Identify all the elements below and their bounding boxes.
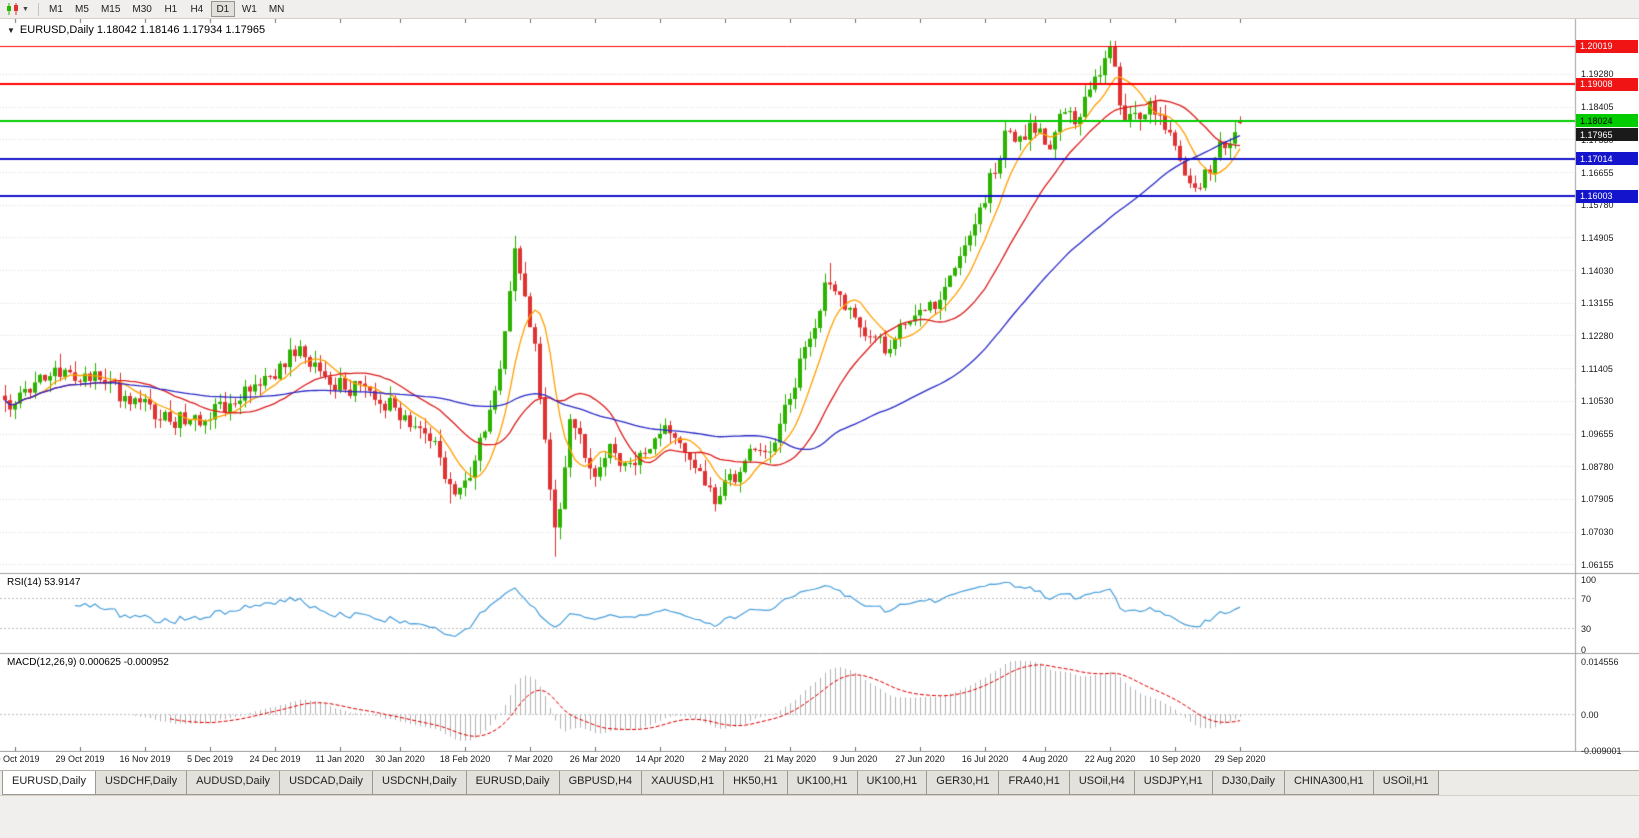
timeframe-button-mn[interactable]: MN [268,3,285,15]
timeframe-button-d1[interactable]: D1 [210,1,235,17]
price-level-box: 1.17014 [1576,152,1638,166]
chart-tab-usdcad-daily[interactable]: USDCAD,Daily [279,771,374,795]
date-axis-label: 27 Jun 2020 [895,754,945,764]
status-bar [0,795,1639,838]
date-axis-label: 26 Mar 2020 [569,754,621,764]
chart-tab-hk50-h1[interactable]: HK50,H1 [723,771,788,795]
chart-tab-usoil-h1[interactable]: USOil,H1 [1372,771,1439,795]
date-axis-label: 5 Dec 2019 [186,754,234,764]
chart-tab-xauusd-h1[interactable]: XAUUSD,H1 [641,771,725,795]
price-axis-label: 1.07905 [1581,494,1614,505]
date-axis-label: 16 Jul 2020 [961,754,1009,764]
date-axis-label: 24 Dec 2019 [249,754,301,764]
price-axis-label: 1.11405 [1581,363,1613,374]
date-axis-label: 10 Oct 2019 [0,754,40,764]
date-axis-label: 7 Mar 2020 [507,754,553,764]
macd-axis-label: 0.00 [1581,710,1599,721]
price-axis-label: 1.06155 [1581,559,1614,570]
date-axis-label: 18 Feb 2020 [439,754,491,764]
chart-tab-usoil-h4[interactable]: USOil,H4 [1068,771,1135,795]
price-axis-label: 1.14030 [1581,265,1614,276]
timeframe-button-m30[interactable]: M30 [132,3,152,15]
price-axis-label: 1.19280 [1581,69,1614,80]
date-axis-label: 29 Oct 2019 [55,754,105,764]
timeframe-toolbar: ▼ M1 M5 M15 M30 H1 H4 D1 W1 MN [0,0,1639,19]
price-axis-label: 1.09655 [1581,429,1614,440]
dropdown-triangle-icon[interactable]: ▼ [7,25,15,35]
price-axis-label: 1.16655 [1581,167,1614,178]
price-level-box: 1.16003 [1576,189,1638,203]
date-axis-label: 30 Jan 2020 [375,754,425,764]
chart-type-icon[interactable] [4,2,22,16]
chart-tab-gbpusd-h4[interactable]: GBPUSD,H4 [558,771,643,795]
chart-tab-usdcnh-daily[interactable]: USDCNH,Daily [372,771,467,795]
chart-tab-fra40-h1[interactable]: FRA40,H1 [998,771,1070,795]
date-axis-label: 11 Jan 2020 [315,754,365,764]
timeframe-button-h4[interactable]: H4 [190,3,204,15]
toolbar-separator [37,2,39,16]
date-axis-label: 16 Nov 2019 [119,754,171,764]
macd-indicator-label: MACD(12,26,9) 0.000625 -0.000952 [7,657,169,668]
price-level-box: 1.19008 [1576,77,1638,91]
date-axis-label: 14 Apr 2020 [635,754,685,764]
price-level-box: 1.20019 [1576,39,1638,53]
chevron-down-icon[interactable]: ▼ [22,5,29,13]
price-axis-label: 1.10530 [1581,396,1614,407]
date-axis-label: 29 Sep 2020 [1214,754,1266,764]
chart-tab-dj30-daily[interactable]: DJ30,Daily [1211,771,1285,795]
price-axis-label: 1.08780 [1581,461,1614,472]
chart-tab-uk100-h1[interactable]: UK100,H1 [786,771,858,795]
chart-tab-china300-h1[interactable]: CHINA300,H1 [1283,771,1374,795]
chart-info: ▼ EURUSD,Daily 1.18042 1.18146 1.17934 1… [7,24,265,36]
macd-axis-label: 0.014556 [1581,657,1619,667]
timeframe-button-w1[interactable]: W1 [241,3,257,15]
chart-tab-ger30-h1[interactable]: GER30,H1 [926,771,1000,795]
chart-tab-audusd-daily[interactable]: AUDUSD,Daily [186,771,281,795]
price-axis-label: 1.07030 [1581,527,1614,538]
date-axis-label: 2 May 2020 [701,754,749,764]
macd-axis-label: -0.009001 [1581,746,1622,756]
price-axis-label: 1.18405 [1581,102,1614,113]
chart-tab-eurusd-daily[interactable]: EURUSD,Daily [465,771,560,795]
price-axis-label: 1.15780 [1581,200,1614,211]
chart-title-ohlc: EURUSD,Daily 1.18042 1.18146 1.17934 1.1… [19,24,266,36]
rsi-axis-label: 0 [1581,645,1587,655]
price-axis-label: 1.12280 [1581,330,1614,341]
date-axis-label: 21 May 2020 [763,754,817,764]
chart-tab-uk100-h1[interactable]: UK100,H1 [856,771,928,795]
rsi-indicator-label: RSI(14) 53.9147 [7,577,81,588]
timeframe-button-m15[interactable]: M15 [100,3,121,15]
date-axis-label: 10 Sep 2020 [1149,754,1201,764]
rsi-axis-label: 70 [1581,594,1592,605]
rsi-axis-label: 30 [1581,623,1592,634]
price-level-box: 1.17965 [1576,128,1638,142]
price-level-box: 1.18024 [1576,114,1638,128]
date-axis-label: 4 Aug 2020 [1022,754,1068,764]
timeframe-button-h1[interactable]: H1 [164,3,178,15]
chart-tabs-bar: EURUSD,Daily USDCHF,Daily AUDUSD,Daily USDC… [0,770,1639,795]
date-axis-label: 22 Aug 2020 [1084,754,1136,764]
chart-tab-usdchf-daily[interactable]: USDCHF,Daily [94,771,188,795]
price-axis-label: 1.13155 [1581,298,1614,309]
rsi-axis-label: 100 [1581,575,1597,585]
date-axis-label: 9 Jun 2020 [832,754,878,764]
timeframe-buttons: M1 M5 M15 M30 H1 H4 D1 W1 MN [44,1,289,17]
price-axis-label: 1.14905 [1581,232,1614,243]
chart-tab-eurusd-daily[interactable]: EURUSD,Daily [2,771,96,795]
timeframe-button-m5[interactable]: M5 [74,3,89,15]
chart-tab-usdjpy-h1[interactable]: USDJPY,H1 [1133,771,1213,795]
timeframe-button-m1[interactable]: M1 [48,3,63,15]
price-chart-canvas[interactable] [0,19,1639,752]
